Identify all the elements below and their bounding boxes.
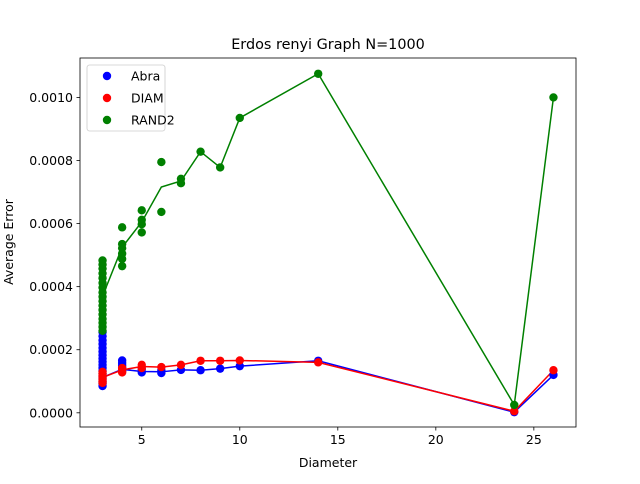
plot-area xyxy=(98,69,558,417)
data-point-diam xyxy=(549,366,558,375)
legend-marker-rand2 xyxy=(102,115,112,125)
axes: 5 10 15 20 25 0.0000 0.0002 0.0004 0.0006 0.0008 0… xyxy=(29,57,577,447)
x-tick-label: 20 xyxy=(428,432,444,447)
x-axis-label: Diameter xyxy=(299,455,358,470)
x-tick-label: 10 xyxy=(232,432,248,447)
data-point-rand2 xyxy=(137,215,146,224)
data-point-rand2 xyxy=(176,174,186,183)
y-axis-label: Average Error xyxy=(1,198,16,285)
x-tick-label: 15 xyxy=(330,432,346,447)
chart-title: Erdos renyi Graph N=1000 xyxy=(231,37,425,53)
legend-label-abra: Abra xyxy=(131,69,160,84)
data-point-diam xyxy=(314,358,323,367)
data-point-rand2 xyxy=(137,206,146,215)
data-point-abra xyxy=(215,364,225,373)
data-point-diam xyxy=(137,360,146,370)
y-tick-label: 0.0002 xyxy=(29,342,73,357)
y-tick-label: 0.0004 xyxy=(29,279,73,294)
data-point-rand2 xyxy=(117,261,127,271)
data-point-rand2 xyxy=(215,163,225,172)
data-point-diam xyxy=(117,363,127,373)
data-point-diam xyxy=(157,362,166,372)
y-tick-label: 0.0010 xyxy=(29,90,73,105)
data-point-diam xyxy=(196,356,205,365)
y-tick-label: 0.0006 xyxy=(29,216,73,231)
x-tick-label: 25 xyxy=(526,432,542,447)
legend-marker-abra xyxy=(102,71,112,81)
data-point-rand2 xyxy=(157,207,166,217)
axes-frame xyxy=(79,57,577,428)
y-tick-label: 0.0000 xyxy=(29,405,73,420)
legend: Abra DIAM RAND2 xyxy=(86,64,175,132)
data-point-rand2 xyxy=(510,400,519,410)
data-point-rand2 xyxy=(137,228,146,237)
legend-label-diam: DIAM xyxy=(131,91,164,106)
data-point-abra xyxy=(117,356,127,365)
x-tick-label: 5 xyxy=(138,432,146,447)
data-point-rand2 xyxy=(117,239,127,249)
data-point-abra xyxy=(196,366,205,375)
data-point-rand2 xyxy=(549,93,558,102)
legend-marker-diam xyxy=(102,93,112,103)
data-point-rand2 xyxy=(196,147,205,156)
legend-label-rand2: RAND2 xyxy=(131,113,175,128)
data-point-rand2 xyxy=(314,69,323,78)
data-point-diam xyxy=(98,367,107,377)
data-point-rand2 xyxy=(117,223,127,232)
data-point-diam xyxy=(235,356,244,365)
data-point-rand2 xyxy=(157,157,166,167)
data-point-diam xyxy=(176,360,186,370)
data-point-diam xyxy=(215,356,225,365)
data-point-rand2 xyxy=(235,113,244,123)
y-tick-label: 0.0008 xyxy=(29,153,73,168)
data-point-diam xyxy=(510,407,519,416)
data-point-rand2 xyxy=(98,256,107,265)
legend-box xyxy=(86,64,166,132)
